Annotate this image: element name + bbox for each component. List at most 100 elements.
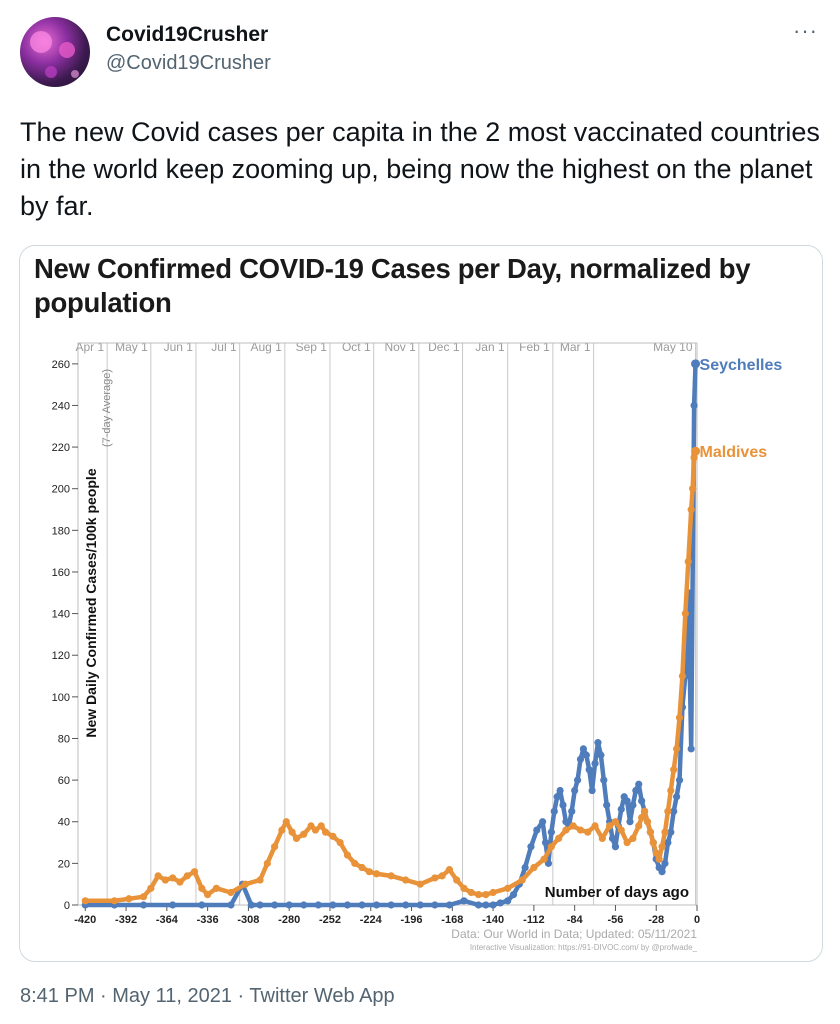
y-tick-label: 20 [58,858,70,870]
data-point-maldives [431,874,439,882]
avatar[interactable] [20,17,90,87]
data-point-seychelles [571,786,579,795]
data-point-maldives [139,893,148,901]
data-point-maldives [584,828,592,836]
data-point-maldives [147,884,155,892]
data-point-seychelles [547,828,555,836]
author-display-name[interactable]: Covid19Crusher [106,23,269,46]
month-label: Dec 1 [428,340,460,354]
data-point-seychelles [588,786,596,795]
y-tick-label: 240 [52,400,70,412]
data-point-maldives [453,876,461,884]
data-point-seychelles [314,901,322,909]
data-point-seychelles [431,901,439,909]
data-point-seychelles [521,863,529,872]
data-point-seychelles [576,755,585,763]
data-point-seychelles [285,901,293,909]
data-point-maldives [322,828,330,836]
series-label-maldives: Maldives [700,444,768,461]
month-label: May 10 [653,340,693,354]
data-point-maldives [372,870,381,878]
data-point-maldives [670,766,678,774]
data-point-seychelles [556,786,564,795]
data-point-maldives [227,888,235,897]
data-point-maldives [110,897,119,905]
x-tick-label: -56 [607,914,623,926]
data-point-seychelles [550,807,558,815]
data-point-seychelles [675,776,684,784]
data-point-seychelles [402,901,410,909]
data-point-seychelles [611,843,620,851]
data-point-seychelles [139,901,148,909]
data-point-seychelles [629,801,637,809]
data-point-seychelles [582,751,590,759]
data-point-maldives [292,834,301,842]
data-point-maldives [646,828,654,836]
x-tick-label: -280 [278,914,300,926]
data-point-seychelles [579,745,587,753]
data-point-maldives [576,826,585,834]
data-point-maldives [652,849,660,857]
tweet-date[interactable]: May 11, 2021 [112,985,232,1007]
data-point-maldives [687,505,695,514]
y-tick-label: 260 [52,359,70,371]
data-point-maldives [629,834,637,842]
data-point-seychelles [600,776,608,784]
data-point-seychelles [541,838,550,847]
data-point-maldives [638,813,646,822]
y-tick-label: 200 [52,484,70,496]
data-point-seychelles [358,901,366,909]
footer-separator: · [231,985,250,1007]
y-tick-label: 40 [58,817,70,829]
x-tick-label: -336 [197,914,219,926]
data-point-maldives [684,557,692,566]
data-point-maldives [198,884,206,892]
series-end-marker-maldives [691,446,701,456]
data-point-seychelles [343,901,352,909]
more-options-icon[interactable]: ··· [793,18,818,43]
data-point-seychelles [271,901,279,909]
data-point-maldives [445,866,453,874]
visualization-credit: Interactive Visualization: https://91-DI… [470,943,698,952]
y-tick-label: 120 [52,650,70,662]
data-point-maldives [540,855,548,863]
month-label: Feb 1 [519,340,550,354]
data-point-maldives [169,874,177,882]
y-tick-label: 80 [58,733,70,745]
tweet-source-app[interactable]: Twitter Web App [249,985,395,1007]
x-tick-label: -168 [441,914,463,926]
data-point-maldives [658,843,666,851]
x-tick-label: -364 [156,914,179,926]
data-point-seychelles [387,901,395,909]
author-handle[interactable]: @Covid19Crusher [106,52,271,74]
data-point-maldives [664,807,672,815]
data-point-maldives [125,895,133,903]
data-point-maldives [358,863,366,872]
data-point-seychelles [626,818,634,826]
data-point-seychelles [539,818,547,826]
data-point-maldives [673,745,681,753]
data-point-seychelles [661,859,669,867]
data-point-maldives [555,834,563,842]
data-point-seychelles [670,807,678,815]
data-point-seychelles [623,797,631,805]
month-label: Jan 1 [475,340,505,354]
data-point-seychelles [667,828,675,836]
data-point-maldives [547,843,555,851]
data-point-seychelles [460,897,468,905]
data-point-seychelles [635,780,643,788]
y-tick-label: 220 [52,442,70,454]
data-point-maldives [263,859,271,867]
data-point-maldives [655,855,663,863]
tweet-media-image[interactable]: New Confirmed COVID-19 Cases per Day, no… [19,245,823,962]
data-point-maldives [329,832,337,840]
data-point-seychelles [658,868,666,876]
data-point-seychelles [372,901,381,909]
data-point-maldives [460,884,468,892]
series-line-maldives [83,448,698,904]
data-point-maldives [681,609,689,618]
tweet-text: The new Covid cases per capita in the 2 … [20,117,820,221]
data-point-seychelles [687,745,695,753]
y-axis-label: New Daily Confirmed Cases/100k people [83,468,99,737]
tweet-time[interactable]: 8:41 PM [20,985,95,1007]
